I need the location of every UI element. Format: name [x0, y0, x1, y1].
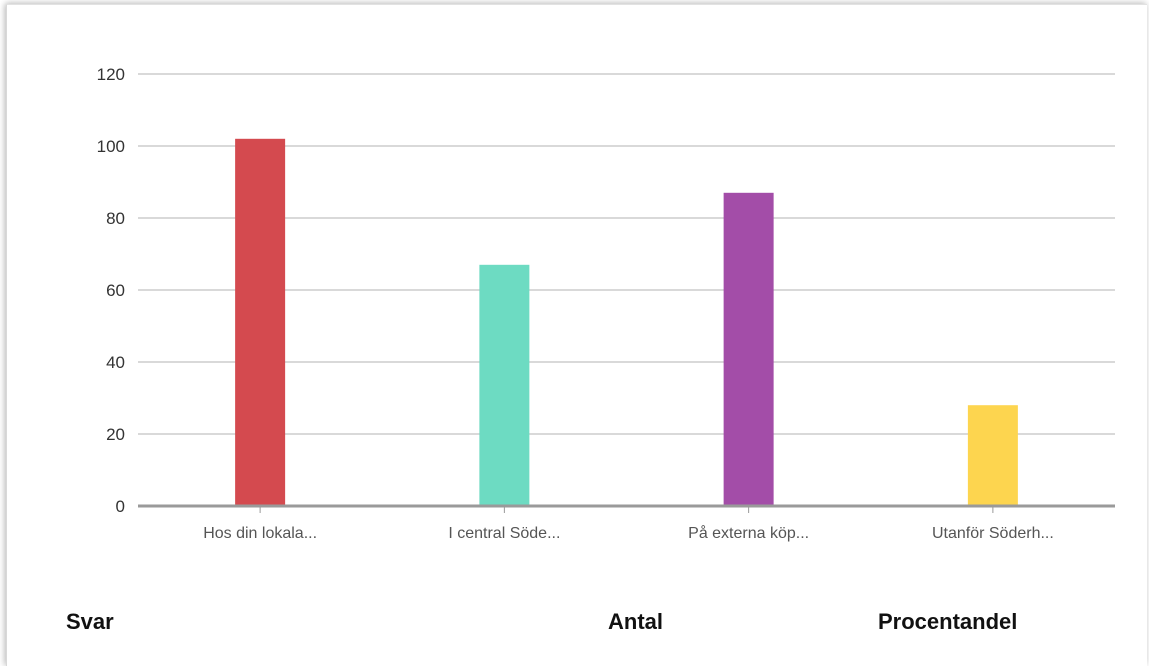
- y-tick-label: 120: [97, 65, 125, 84]
- x-tick-label: Utanför Söderh...: [932, 525, 1054, 542]
- x-tick-label: På externa köp...: [688, 524, 809, 542]
- y-tick-label: 0: [116, 497, 125, 516]
- y-tick-label: 80: [106, 209, 125, 228]
- x-tick-label: Hos din lokala...: [203, 525, 317, 542]
- y-tick-label: 20: [106, 425, 125, 444]
- bar[interactable]: [235, 138, 286, 507]
- x-axis-labels: Hos din lokala... I central Söde... På ext…: [203, 524, 1054, 542]
- x-tick-label: I central Söde...: [448, 525, 560, 542]
- column-header-percent: Procentandel: [878, 609, 1018, 634]
- column-header-count: Antal: [608, 609, 663, 634]
- chart-card: 0 20 40 60 80 100 120 Hos din lokala... I centr…: [6, 4, 1147, 666]
- bar-chart: 0 20 40 60 80 100 120 Hos din lokala... I centr…: [97, 65, 1115, 542]
- y-tick-label: 40: [106, 353, 125, 372]
- y-tick-label: 100: [97, 137, 125, 156]
- column-header-answer: Svar: [66, 609, 114, 634]
- bar[interactable]: [723, 192, 774, 507]
- y-axis-ticks: 0 20 40 60 80 100 120: [97, 65, 125, 516]
- bars: [235, 138, 1018, 507]
- x-axis-ticks: [259, 506, 994, 513]
- bar[interactable]: [967, 405, 1018, 506]
- y-tick-label: 60: [106, 281, 125, 300]
- gridlines: [138, 73, 1115, 435]
- bar[interactable]: [479, 264, 530, 506]
